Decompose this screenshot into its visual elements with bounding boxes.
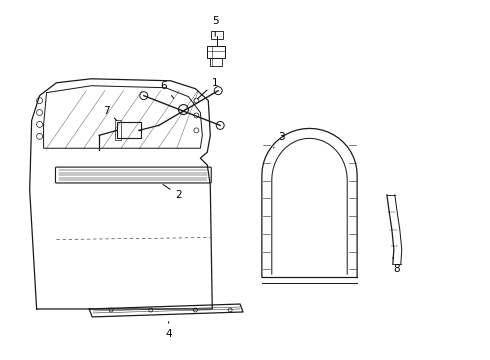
Bar (210, 58, 222, 66)
Text: 5: 5 (212, 16, 219, 36)
Bar (211, 31, 223, 39)
Text: 8: 8 (393, 257, 400, 274)
Bar (115, 121, 121, 140)
Text: 6: 6 (160, 81, 174, 98)
Text: 7: 7 (103, 105, 117, 121)
Bar (117, 122, 141, 138)
Bar (207, 46, 225, 58)
Text: 2: 2 (163, 185, 182, 200)
Text: 1: 1 (197, 78, 219, 99)
Text: 4: 4 (165, 322, 172, 339)
Text: 3: 3 (273, 132, 285, 148)
